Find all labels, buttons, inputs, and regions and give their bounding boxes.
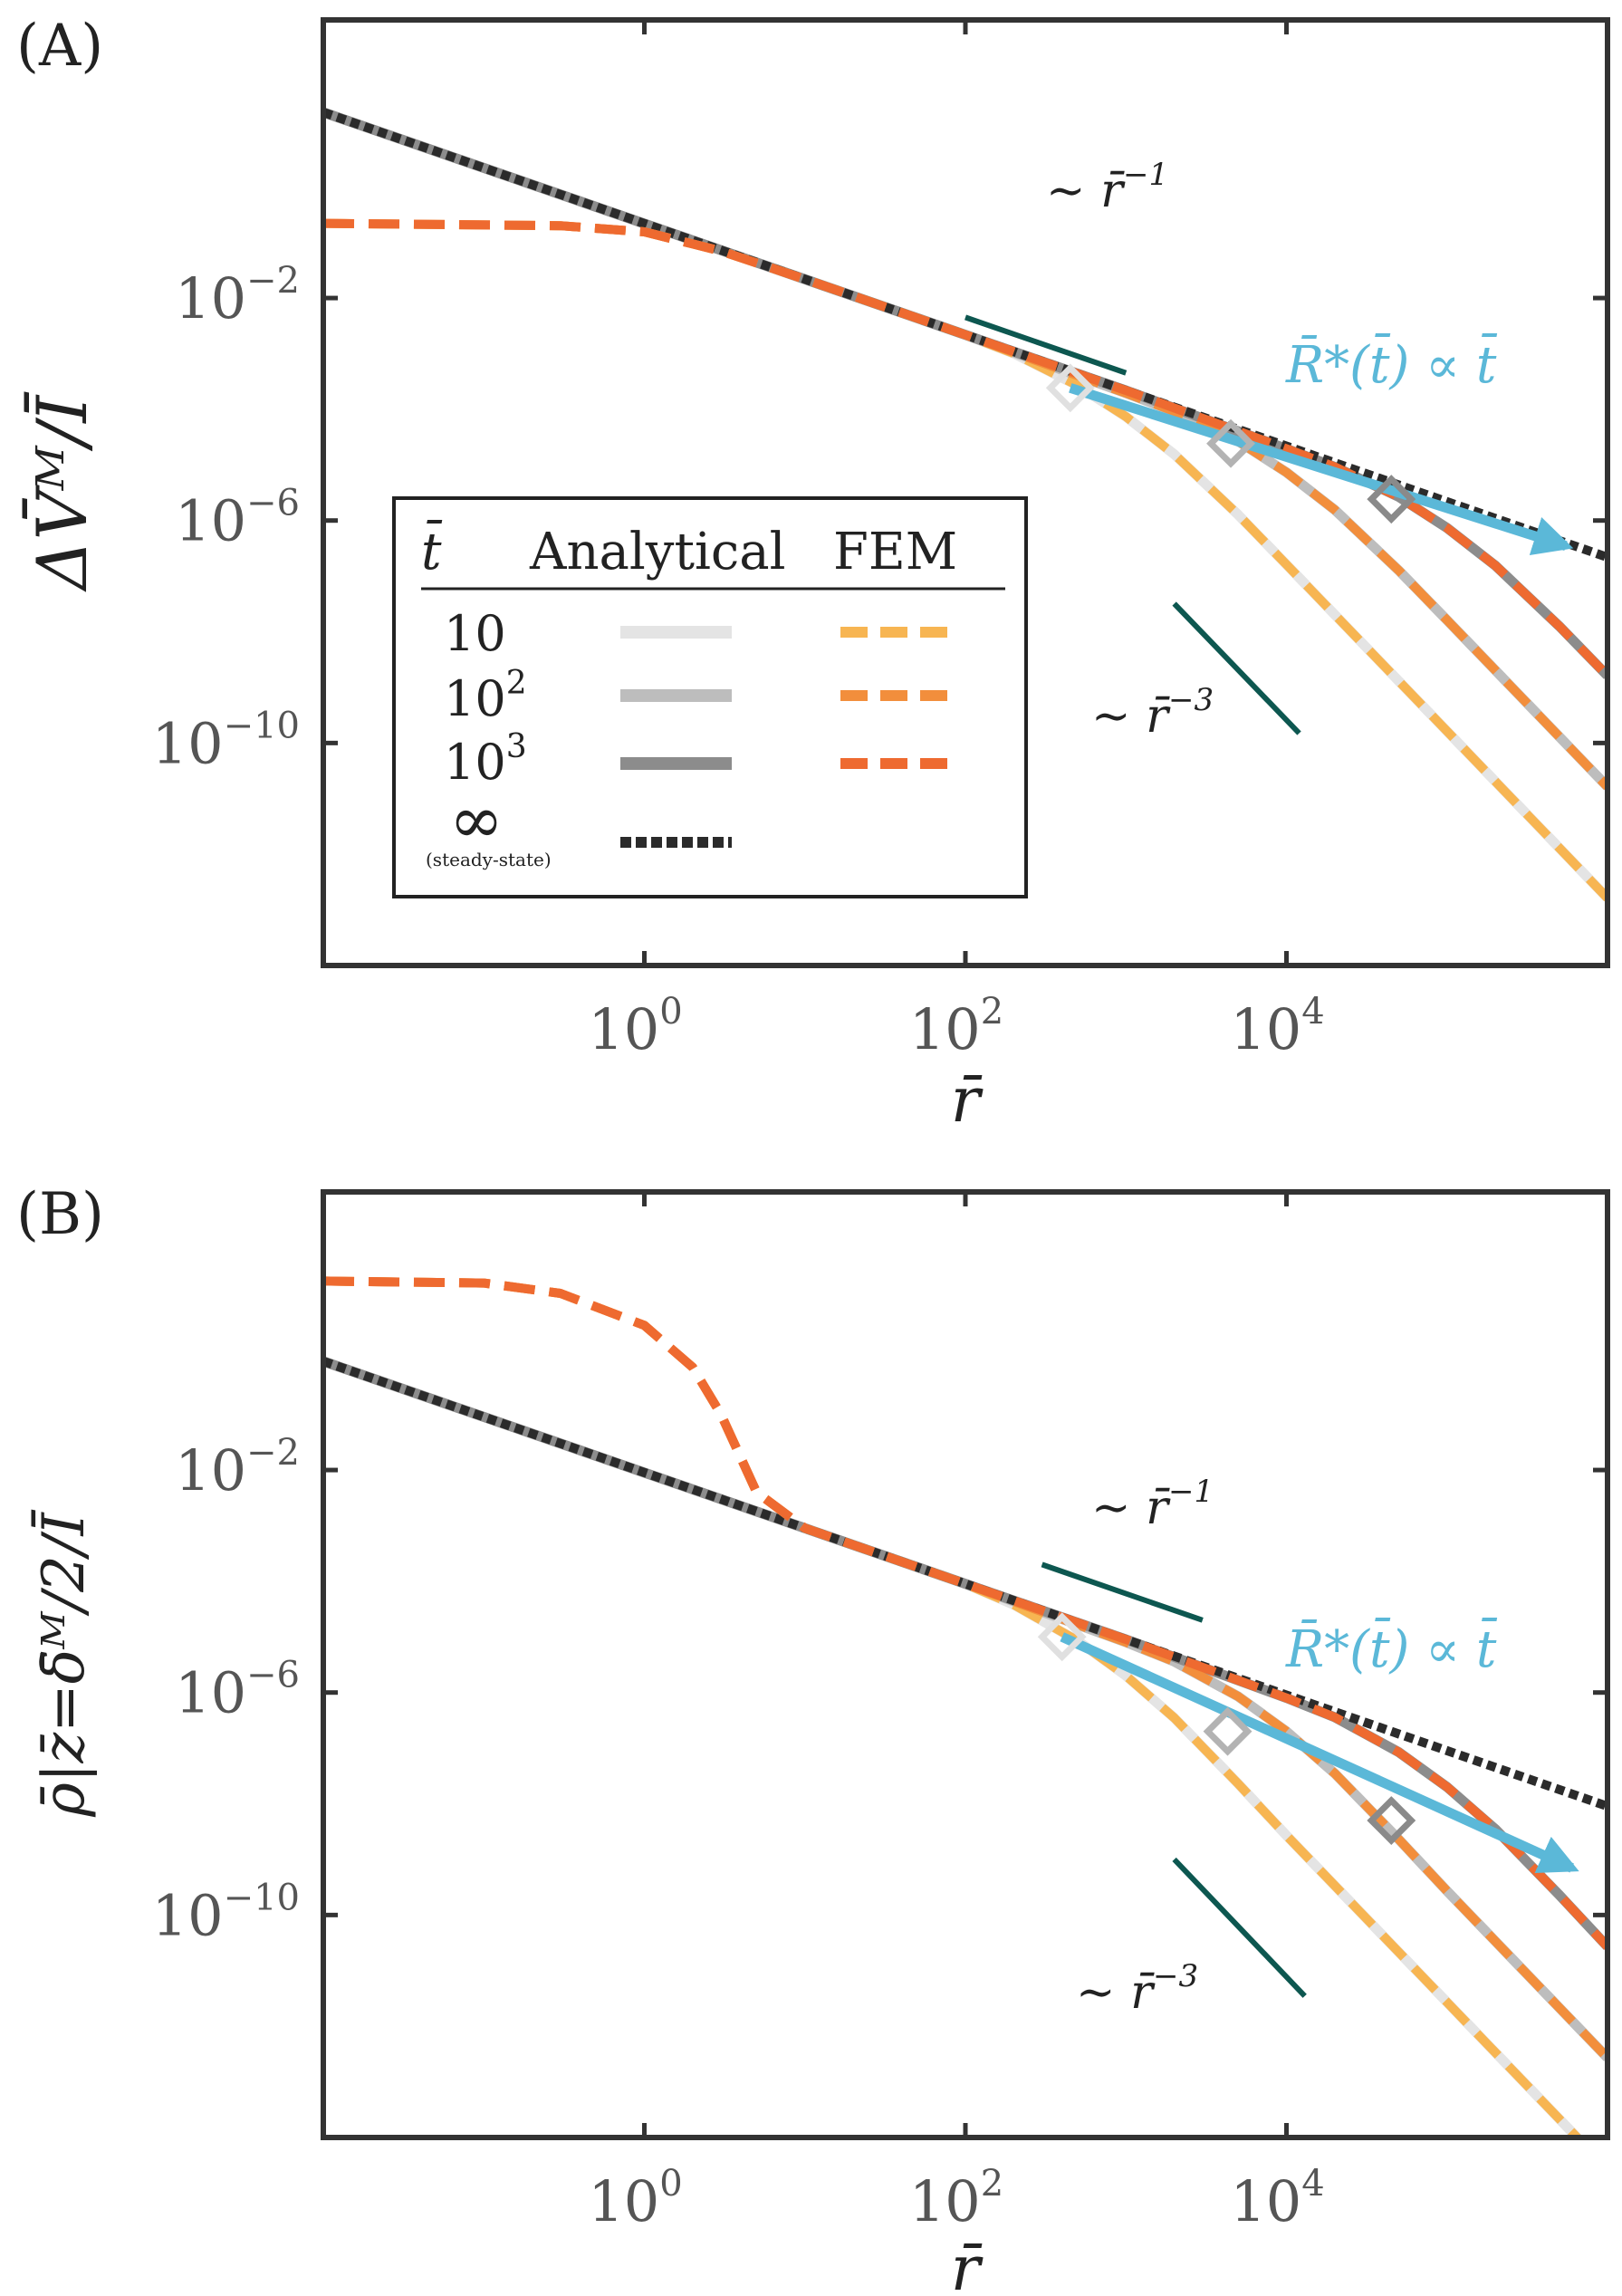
panel-b-ytick-label: 10−6	[175, 1655, 300, 1726]
panel-b-xtick-label: 102	[909, 2163, 1003, 2234]
panel-b-slope-guide-1	[1041, 1561, 1204, 1623]
panel-b-series-fem-10	[323, 1276, 1584, 2137]
panel-a-xtick-label: 104	[1230, 991, 1324, 1062]
panel-b-ytick-label: 10−10	[152, 1877, 300, 1948]
panel-a-ytick-label: 10−6	[175, 483, 300, 554]
legend-row-t1000: 103	[444, 728, 527, 791]
panel-b-arrow-label: R̄*(t̄) ∝ t̄	[1285, 1617, 1498, 1679]
panel-b-rstar-marker-3	[1367, 1796, 1416, 1845]
legend-row-tinf: ∞	[449, 782, 504, 858]
panel-a: (A) 100 102 104 10−2 10−6 10−10 ∼ r̄−1 ∼ r̄−3…	[16, 13, 1610, 1137]
panel-b: (B) 100 102 104 10−2 10−6 10−10 ∼ r̄−1 ∼ r̄−3…	[16, 1181, 1610, 2296]
panel-b-xtick-label: 104	[1230, 2163, 1324, 2234]
legend-row-t10: 10	[444, 605, 506, 662]
panel-a-rstar-marker-3	[1367, 475, 1416, 524]
panel-a-series-fem-1000	[323, 218, 1608, 679]
panel-a-xtick-label: 102	[909, 991, 1003, 1062]
panel-b-label: (B)	[16, 1181, 104, 1248]
panel-a-rstar-arrow	[1069, 383, 1574, 555]
panel-a-arrow-label: R̄*(t̄) ∝ t̄	[1285, 332, 1498, 395]
panel-b-plot	[323, 1276, 1608, 2137]
panel-a-rstar-marker-2	[1206, 418, 1255, 468]
panel-a-slope-guide-2	[1172, 601, 1301, 735]
panel-a-ytick-label: 10−10	[152, 705, 300, 776]
legend: t̄ Analytical FEM 10 102 103 ∞ (steady-s…	[392, 496, 1028, 898]
panel-a-label: (A)	[16, 13, 103, 80]
panel-a-rstar-marker-1	[1045, 363, 1095, 413]
panel-a-slope1-label: ∼ r̄−1	[1046, 157, 1168, 218]
panel-b-rstar-marker-1	[1037, 1612, 1087, 1662]
legend-row-tinf-note: (steady-state)	[426, 849, 552, 870]
panel-a-slope3-label: ∼ r̄−3	[1091, 682, 1214, 744]
panel-a-slope-guide-1	[965, 314, 1128, 376]
legend-header-analytical: Analytical	[529, 523, 786, 581]
panel-b-series-fem-1000	[323, 1276, 1608, 1950]
panel-a-ylabel: ΔV̄ᴹ/Ī	[21, 391, 102, 592]
legend-row-t100: 102	[444, 665, 527, 727]
legend-header-fem: FEM	[833, 523, 957, 581]
panel-a-ytick-label: 10−2	[175, 260, 300, 331]
panel-b-xlabel: r̄	[951, 2234, 984, 2296]
panel-b-rstar-marker-2	[1203, 1706, 1252, 1756]
panel-b-slope3-label: ∼ r̄−3	[1076, 1958, 1198, 2020]
panel-b-ylabel: ρ̄|z̄=δ̄ᴹ/2/Ī	[31, 1510, 98, 1818]
panel-b-series-analytical-100	[323, 1356, 1608, 2061]
panel-b-series-analytical-inf	[323, 1357, 1608, 1811]
panel-a-plot	[323, 107, 1608, 902]
panel-b-ytick-label: 10−2	[175, 1432, 300, 1503]
panel-b-slope1-label: ∼ r̄−1	[1091, 1474, 1214, 1535]
panel-a-xlabel: r̄	[951, 1065, 984, 1137]
legend-header-t: t̄	[421, 519, 443, 581]
panel-b-xtick-label: 100	[588, 2163, 682, 2234]
panel-b-slope-guide-2	[1172, 1857, 1307, 1998]
panel-b-rstar-arrow	[1060, 1632, 1579, 1873]
panel-a-xtick-label: 100	[588, 991, 682, 1062]
